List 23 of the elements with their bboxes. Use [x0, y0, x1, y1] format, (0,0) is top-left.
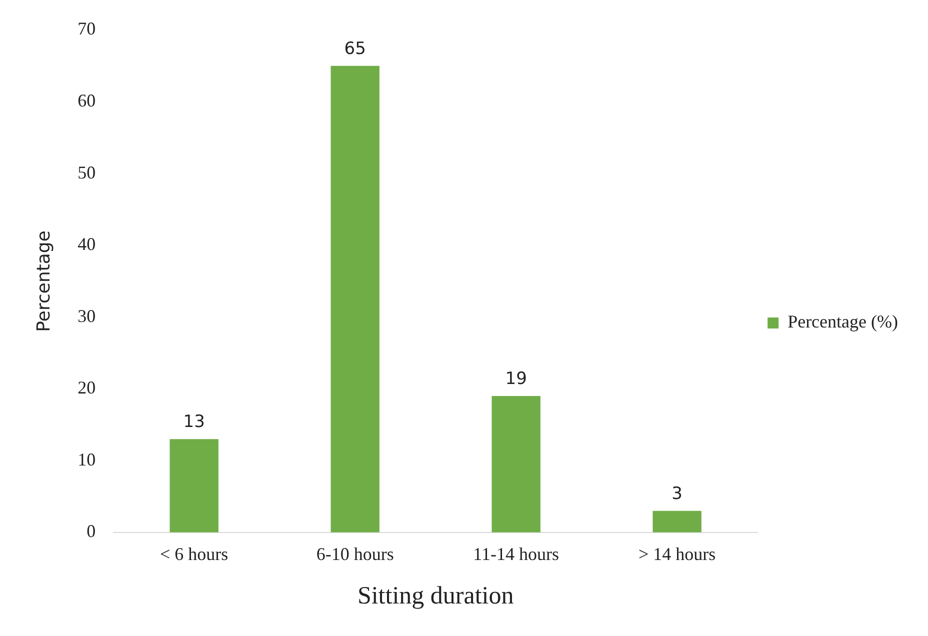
x-tick-label: < 6 hours: [160, 544, 228, 564]
legend-label: Percentage (%): [788, 312, 898, 332]
y-axis-title: Percentage: [33, 230, 54, 332]
data-label: 13: [183, 412, 205, 432]
data-label: 3: [672, 484, 682, 504]
y-tick-label: 70: [78, 18, 96, 39]
bar: [170, 439, 218, 532]
y-tick-label: 10: [78, 449, 96, 470]
bar: [652, 510, 702, 532]
x-axis-title: Sitting duration: [357, 582, 514, 610]
data-label: 19: [505, 368, 527, 389]
y-tick-label: 40: [78, 234, 96, 254]
bar: [330, 66, 380, 532]
x-tick-label: > 14 hours: [638, 544, 716, 564]
y-tick-label: 0: [86, 521, 96, 542]
y-tick-label: 60: [78, 90, 96, 111]
y-tick-label: 50: [78, 162, 96, 182]
data-label: 65: [344, 38, 366, 59]
x-tick-label: 6-10 hours: [316, 544, 394, 564]
bar: [492, 396, 540, 532]
y-tick-label: 20: [78, 378, 96, 398]
y-tick-label: 30: [78, 306, 96, 326]
x-tick-label: 11-14 hours: [473, 544, 559, 564]
